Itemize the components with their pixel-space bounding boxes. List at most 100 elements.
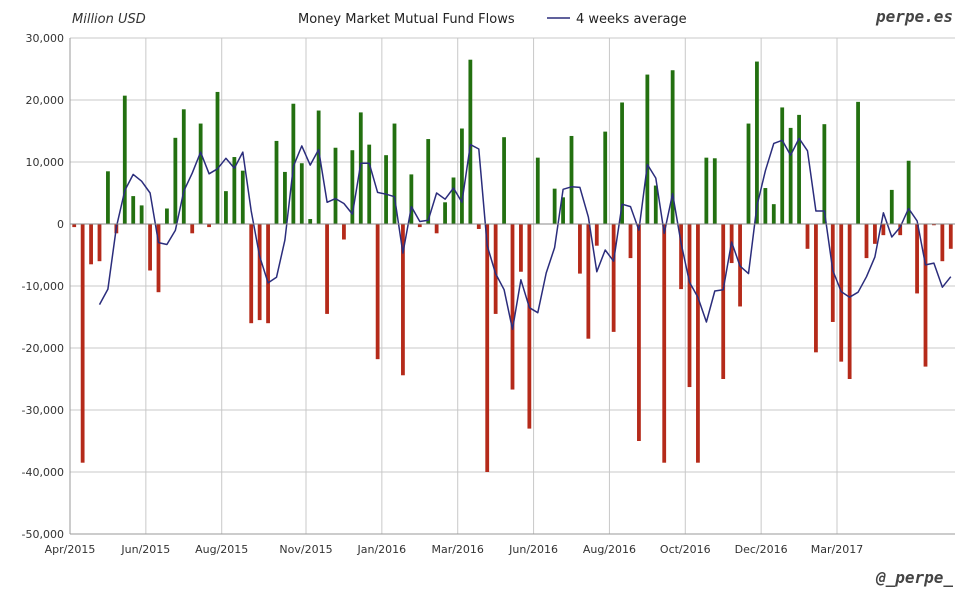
inflow-bar <box>704 157 709 224</box>
inflow-bar <box>822 124 827 224</box>
average-line-series <box>98 137 952 331</box>
inflow-bar <box>308 219 313 224</box>
inflow-bar <box>451 177 456 224</box>
inflow-bar <box>358 112 363 224</box>
outflow-bar <box>948 224 953 249</box>
inflow-bar <box>755 61 759 225</box>
inflow-bar <box>670 70 675 225</box>
inflow-bar <box>712 158 717 224</box>
inflow-bar <box>283 171 287 224</box>
outflow-bar <box>207 224 211 228</box>
outflow-bar <box>940 224 945 262</box>
outflow-bar <box>611 224 616 332</box>
inflow-bar <box>763 188 768 224</box>
inflow-bar <box>240 170 245 224</box>
inflow-bar <box>502 137 506 224</box>
inflow-bar <box>746 123 751 224</box>
inflow-bar <box>350 150 355 224</box>
y-tick-labels: 30,000 20,000 10,000 0 -10,000 -20,000 -30,000… <box>22 32 64 541</box>
inflow-bar <box>426 139 431 224</box>
x-tick-label: Mar/2017 <box>811 543 863 556</box>
inflow-bar <box>181 109 186 224</box>
author-handle: @_perpe_ <box>875 568 953 587</box>
outflow-bar <box>628 224 633 259</box>
outflow-bar <box>721 224 726 379</box>
inflow-bar <box>198 123 203 224</box>
x-tick-label: Aug/2016 <box>583 543 636 556</box>
outflow-bar <box>847 224 852 379</box>
outflow-bar <box>586 224 591 339</box>
y-tick-label: -20,000 <box>22 342 64 355</box>
outflow-bar <box>830 224 835 322</box>
outflow-bar <box>375 224 380 360</box>
x-tick-label: Apr/2015 <box>45 543 96 556</box>
axes <box>69 38 955 535</box>
inflow-bar <box>409 174 414 224</box>
x-tick-label: Aug/2015 <box>195 543 248 556</box>
inflow-bar <box>232 157 237 224</box>
x-tick-label: Nov/2015 <box>279 543 332 556</box>
x-tick-label: Mar/2016 <box>431 543 483 556</box>
inflow-bar <box>569 135 574 224</box>
y-tick-label: 20,000 <box>26 94 65 107</box>
inflow-bar <box>443 202 447 224</box>
inflow-bar <box>215 91 220 224</box>
chart-title: Money Market Mutual Fund Flows <box>298 12 515 27</box>
inflow-bar <box>856 101 860 224</box>
outflow-bar <box>97 224 102 262</box>
outflow-bar <box>80 224 85 463</box>
outflow-bar <box>148 224 152 271</box>
outflow-bar <box>527 224 532 429</box>
inflow-bar <box>106 171 110 224</box>
outflow-bar <box>881 224 886 236</box>
outflow-bar <box>594 224 599 246</box>
outflow-bar <box>257 224 262 321</box>
inflow-bar <box>367 144 372 224</box>
outflow-bar <box>662 224 667 463</box>
inflow-bar <box>889 189 894 224</box>
outflow-bar <box>493 224 498 314</box>
outflow-bar <box>510 224 515 390</box>
inflow-bar <box>299 163 304 224</box>
outflow-bar <box>873 224 877 244</box>
y-tick-label: -30,000 <box>22 404 64 417</box>
inflow-bar <box>653 185 658 224</box>
outflow-bar <box>578 224 582 274</box>
y-tick-label: -10,000 <box>22 280 64 293</box>
inflow-bar <box>392 123 397 224</box>
inflow-bar <box>645 74 650 224</box>
four-week-average-line <box>98 137 952 331</box>
y-tick-label: -40,000 <box>22 466 64 479</box>
outflow-bar <box>864 224 869 259</box>
inflow-bar <box>561 197 565 224</box>
inflow-bar <box>552 188 557 224</box>
inflow-bar <box>122 95 127 224</box>
brand-label: perpe.es <box>875 7 953 26</box>
outflow-bar <box>814 224 818 353</box>
x-tick-label: Jan/2016 <box>357 543 407 556</box>
outflow-bar <box>898 224 903 236</box>
y-tick-label: 0 <box>57 218 64 231</box>
y-tick-label: -50,000 <box>22 528 64 541</box>
inflow-bar <box>535 157 540 224</box>
inflow-bar <box>131 196 136 224</box>
outflow-bar <box>89 224 93 265</box>
inflow-bar <box>780 107 785 224</box>
inflow-bar <box>603 131 608 224</box>
inflow-bar <box>797 114 801 224</box>
inflow-bar <box>333 147 338 224</box>
y-tick-label: 30,000 <box>26 32 65 45</box>
inflow-bar <box>173 137 178 224</box>
outflow-bar <box>325 224 329 314</box>
outflow-bar <box>266 224 270 324</box>
outflow-bar <box>72 224 77 228</box>
outflow-bar <box>342 224 346 240</box>
y-tick-label: 10,000 <box>26 156 65 169</box>
legend-label: 4 weeks average <box>576 12 687 27</box>
y-axis-unit-label: Million USD <box>72 12 146 27</box>
outflow-bar <box>156 224 161 293</box>
outflow-bar <box>839 224 844 362</box>
x-tick-label: Jun/2015 <box>120 543 170 556</box>
